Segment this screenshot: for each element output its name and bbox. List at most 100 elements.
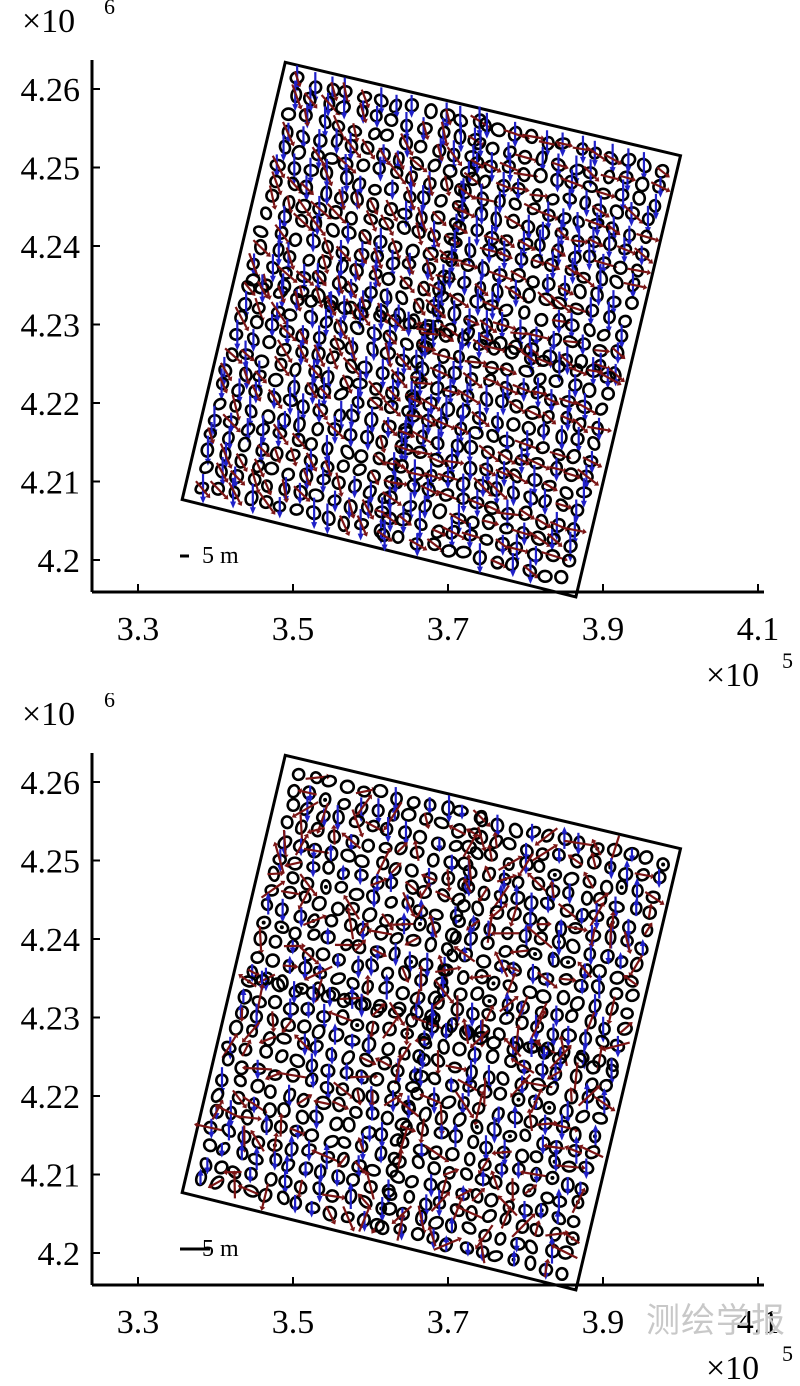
station-marker [446,948,459,963]
red-arrowhead [509,1198,516,1203]
red-vector [478,464,494,475]
red-arrowhead [491,471,497,477]
station-marker [277,209,293,224]
vector-point [638,850,654,865]
blue-arrowhead [479,273,486,281]
red-vector [505,1039,522,1058]
station-marker [598,1078,613,1093]
vector-point [360,498,375,520]
station-marker [416,190,431,206]
blue-arrowhead [374,121,381,129]
station-marker [425,1018,440,1034]
red-vector [452,1200,462,1220]
red-arrowhead [589,282,595,288]
red-vector [437,472,459,482]
blue-arrowhead [596,973,603,981]
vector-point [518,305,531,320]
station-marker [423,1177,438,1192]
station-marker [405,879,420,895]
vector-point [295,325,310,348]
vector-point [384,895,398,909]
station-marker [625,988,640,1003]
vector-point [383,179,399,201]
red-vector [528,1112,534,1132]
station-marker [288,984,303,999]
red-arrowhead [265,251,271,257]
red-arrowhead [337,492,344,497]
station-marker [231,383,246,398]
station-marker [256,915,272,930]
station-marker [385,876,399,890]
vector-point [234,306,250,332]
blue-arrowhead [363,373,370,381]
vector-point [536,354,554,368]
vector-point [417,280,431,297]
blue-arrowhead [343,1062,350,1070]
blue-arrowhead [588,466,595,474]
station-marker [309,771,323,785]
red-arrowhead [616,380,622,386]
vector-point [256,915,272,930]
red-vector [248,252,259,276]
red-arrowhead [535,1039,541,1045]
vector-point [365,887,381,909]
vector-point [273,1112,288,1137]
red-arrowhead [555,265,561,271]
red-arrowhead [241,1103,247,1109]
red-vector [589,904,603,927]
blue-arrowhead [288,1134,295,1142]
blue-arrowhead [381,544,388,552]
blue-arrowhead [416,390,423,398]
vector-point [582,180,598,193]
station-marker [590,979,606,995]
red-arrowhead [417,240,424,246]
red-arrowhead [321,281,327,287]
blue-arrowhead [377,174,384,182]
vector-point [517,853,534,877]
blue-arrowhead [218,393,225,401]
red-vector [623,204,642,222]
vector-point [440,175,454,197]
station-marker [382,1187,398,1201]
station-marker [202,1138,218,1153]
blue-arrowhead [310,245,317,253]
station-marker [506,485,520,501]
blue-arrowhead [494,428,501,436]
station-marker [474,810,489,828]
red-arrowhead [445,1191,451,1197]
red-arrowhead [396,1098,402,1104]
red-arrowhead [257,1115,262,1122]
red-vector [595,190,613,198]
blue-arrowhead [327,843,334,851]
blue-arrowhead [310,852,317,860]
red-arrowhead [243,326,250,332]
vector-point [355,920,370,941]
station-marker [317,254,332,270]
vector-point [238,340,255,370]
station-marker [424,103,438,120]
red-vector [395,352,410,369]
vector-point [418,952,434,979]
red-vector [298,329,307,342]
red-arrowhead [249,356,255,362]
blue-arrowhead [390,1105,397,1113]
station-marker [480,445,495,460]
station-marker [556,989,571,1006]
vector-point [451,892,466,906]
vector-point [214,457,229,487]
red-arrowhead [665,187,671,193]
blue-arrowhead [553,1150,560,1158]
blue-arrowhead [590,379,597,387]
blue-arrowhead [344,237,351,245]
red-vector [460,261,476,269]
station-marker [365,1106,380,1121]
red-arrowhead [437,954,444,960]
blue-arrowhead [559,149,566,157]
vector-point [364,407,379,435]
vector-point [265,185,280,210]
vector-point [215,1141,231,1158]
blue-arrowhead [310,997,317,1005]
red-vector [529,1013,545,1041]
red-arrowhead [537,1088,543,1094]
red-arrowhead [604,212,610,218]
